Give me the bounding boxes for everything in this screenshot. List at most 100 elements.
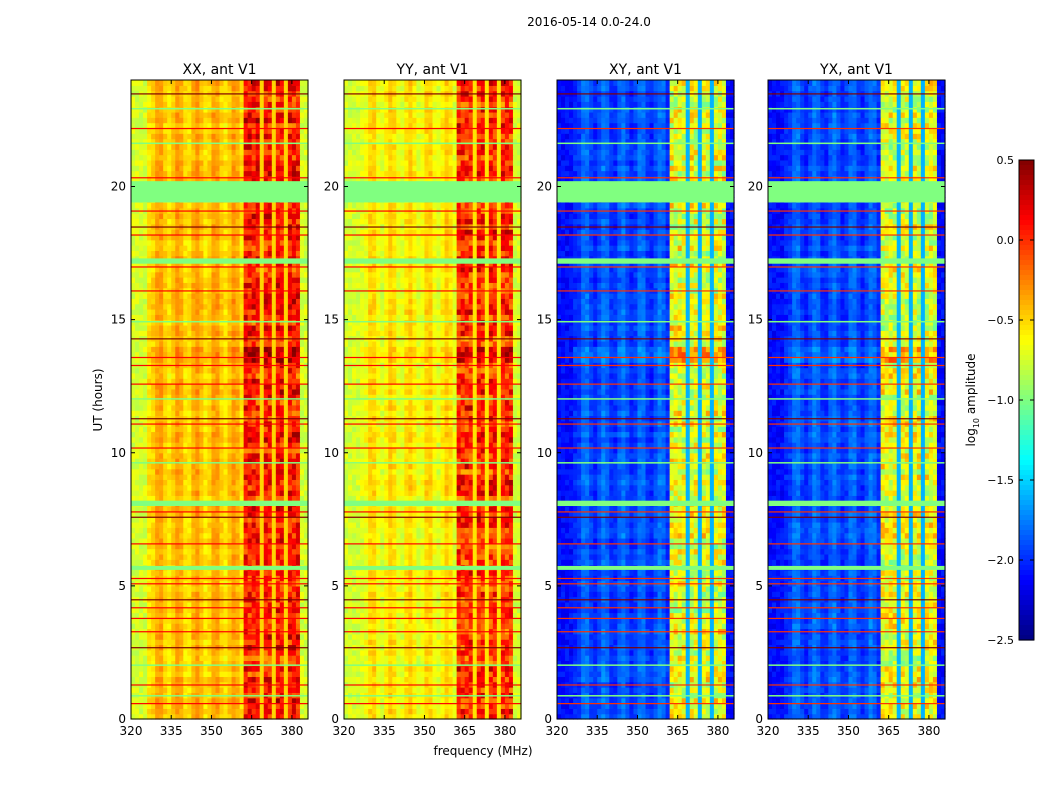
heatmap-cell — [187, 543, 192, 550]
heatmap-cell — [287, 410, 293, 417]
heatmap-cell — [267, 202, 273, 209]
heatmap-cell — [263, 474, 269, 480]
heatmap-cell — [295, 202, 301, 209]
heatmap-cell — [247, 314, 253, 321]
heatmap-cell — [219, 511, 225, 518]
heatmap-cell — [223, 138, 229, 145]
heatmap-cell — [243, 234, 249, 241]
heatmap-cell — [135, 601, 140, 608]
heatmap-cell — [239, 474, 245, 480]
heatmap-cell — [279, 340, 285, 347]
heatmap-cell — [267, 367, 273, 374]
heatmap-cell — [151, 303, 156, 310]
heatmap-cell — [143, 170, 148, 177]
heatmap-cell — [267, 117, 273, 124]
heatmap-cell — [223, 601, 229, 608]
heatmap-cell — [247, 468, 253, 475]
heatmap-cell — [195, 117, 200, 124]
heatmap-cell — [195, 559, 200, 566]
heatmap-cell — [287, 154, 293, 161]
heatmap-cell — [243, 399, 249, 406]
heatmap-cell — [187, 537, 192, 544]
heatmap-cell — [131, 665, 136, 672]
heatmap-cell — [219, 548, 225, 555]
heatmap-cell — [263, 527, 269, 534]
heatmap-cell — [287, 569, 293, 576]
heatmap-cell — [199, 378, 205, 385]
heatmap-cell — [223, 655, 229, 662]
heatmap-cell — [291, 213, 297, 220]
heatmap-cell — [215, 543, 221, 550]
heatmap-cell — [231, 149, 237, 156]
heatmap-cell — [275, 367, 281, 374]
heatmap-cell — [215, 447, 221, 454]
heatmap-cell — [255, 607, 261, 614]
heatmap-cell — [227, 708, 233, 715]
heatmap-cell — [187, 660, 192, 667]
heatmap-cell — [231, 516, 237, 523]
heatmap-cell — [227, 245, 233, 251]
heatmap-cell — [259, 250, 265, 257]
heatmap-cell — [147, 330, 152, 337]
heatmap-cell — [147, 468, 152, 475]
heatmap-cell — [175, 388, 180, 395]
heatmap-cell — [199, 665, 205, 672]
heatmap-cell — [159, 229, 164, 236]
heatmap-cell — [235, 431, 241, 438]
heatmap-cell — [291, 591, 297, 598]
heatmap-cell — [239, 458, 245, 464]
heatmap-cell — [299, 447, 305, 454]
heatmap-cell — [211, 346, 217, 353]
heatmap-cell — [247, 245, 253, 251]
heatmap-cell — [147, 436, 152, 443]
heatmap-cell — [251, 165, 257, 172]
heatmap-cell — [143, 431, 148, 438]
heatmap-cell — [267, 234, 273, 241]
heatmap-cell — [303, 282, 309, 289]
heatmap-cell — [303, 277, 309, 283]
heatmap-cell — [299, 703, 305, 709]
heatmap-cell — [215, 623, 221, 630]
heatmap-cell — [283, 474, 289, 480]
heatmap-cell — [159, 250, 164, 257]
heatmap-cell — [179, 324, 184, 331]
heatmap-cell — [171, 261, 176, 267]
heatmap-cell — [211, 159, 217, 166]
heatmap-cell — [283, 532, 289, 539]
heatmap-cell — [299, 399, 305, 406]
heatmap-cell — [175, 676, 180, 683]
heatmap-cell — [171, 159, 176, 166]
heatmap-cell — [151, 484, 156, 491]
heatmap-cell — [243, 143, 249, 150]
heatmap-cell — [263, 133, 269, 140]
heatmap-cell — [243, 239, 249, 246]
heatmap-cell — [295, 436, 301, 443]
heatmap-cell — [267, 490, 273, 496]
heatmap-cell — [219, 159, 225, 166]
heatmap-cell — [283, 175, 289, 182]
heatmap-cell — [139, 314, 144, 321]
heatmap-cell — [163, 431, 168, 438]
heatmap-cell — [243, 703, 249, 709]
heatmap-cell — [147, 133, 152, 140]
heatmap-cell — [251, 468, 257, 475]
heatmap-cell — [191, 543, 196, 550]
heatmap-cell — [199, 133, 205, 140]
heatmap-cell — [219, 431, 225, 438]
heatmap-cell — [143, 266, 148, 273]
heatmap-cell — [187, 548, 192, 555]
heatmap-cell — [299, 261, 305, 267]
heatmap-cell — [271, 468, 277, 475]
heatmap-cell — [263, 617, 269, 624]
heatmap-cell — [215, 330, 221, 337]
heatmap-cell — [263, 388, 269, 395]
heatmap-cell — [163, 708, 168, 715]
heatmap-cell — [251, 484, 257, 491]
heatmap-cell — [135, 607, 140, 614]
heatmap-cell — [219, 170, 225, 177]
heatmap-cell — [183, 468, 188, 475]
heatmap-cell — [203, 623, 209, 630]
heatmap-cell — [191, 639, 196, 646]
heatmap-cell — [231, 490, 237, 496]
heatmap-cell — [171, 660, 176, 667]
